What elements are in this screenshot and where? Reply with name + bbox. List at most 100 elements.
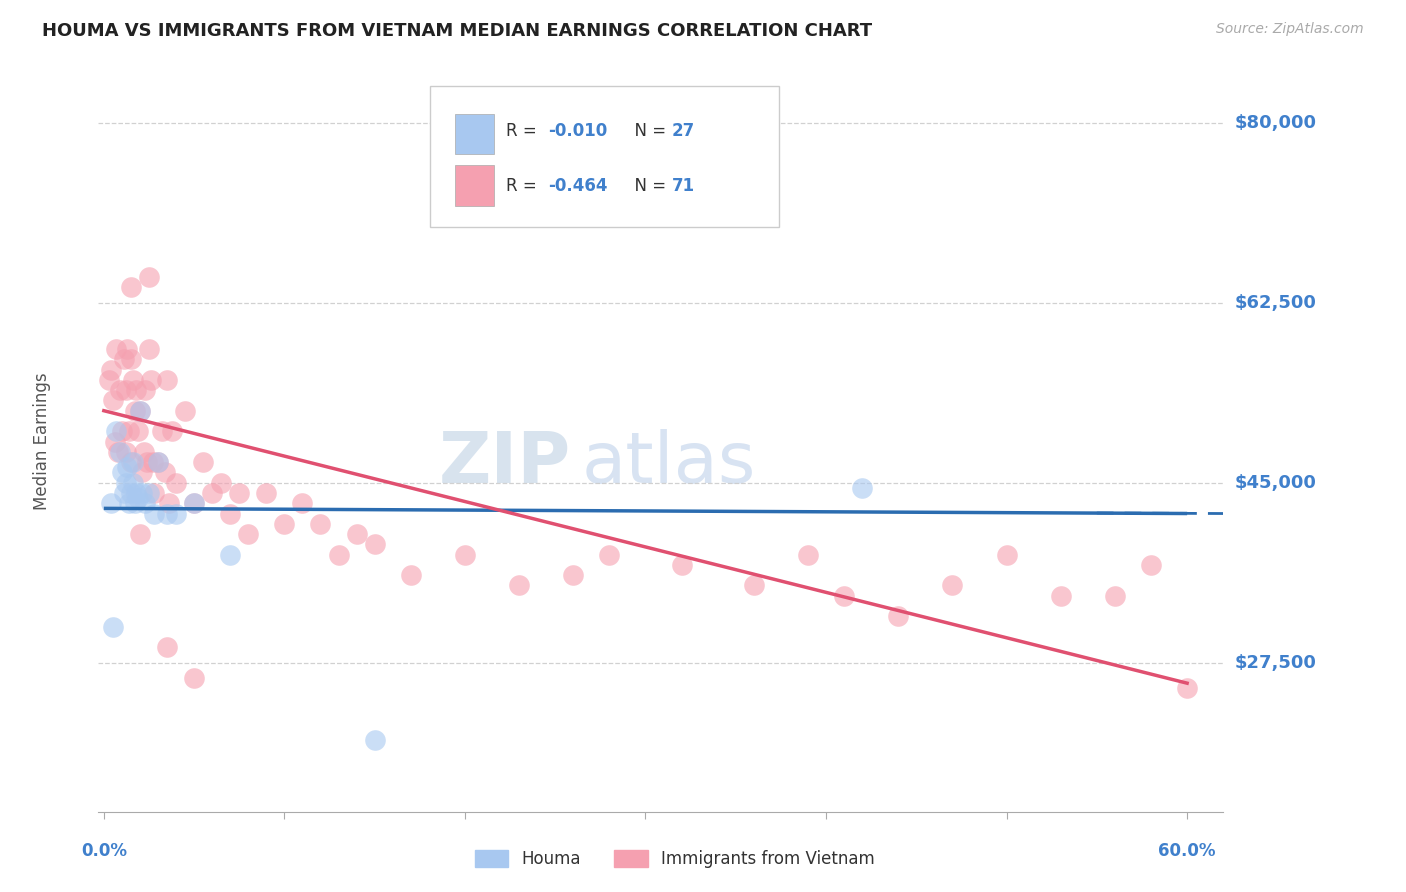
Point <box>146 455 169 469</box>
Point <box>131 486 153 500</box>
Text: $45,000: $45,000 <box>1234 474 1316 491</box>
Point <box>142 455 165 469</box>
Point <box>105 424 128 438</box>
Point <box>150 424 173 438</box>
Point <box>219 507 242 521</box>
Point <box>138 342 160 356</box>
Text: R =: R = <box>506 121 541 139</box>
Text: $27,500: $27,500 <box>1234 654 1316 672</box>
Point <box>100 362 122 376</box>
Point <box>1104 589 1126 603</box>
Text: ZIP: ZIP <box>439 429 571 499</box>
Point <box>114 445 136 459</box>
Point <box>238 527 260 541</box>
Point <box>183 496 205 510</box>
Point <box>117 342 139 356</box>
Point <box>124 496 146 510</box>
Point <box>111 424 134 438</box>
Text: atlas: atlas <box>582 429 756 499</box>
Point <box>105 342 128 356</box>
Point <box>165 475 187 490</box>
Point <box>107 445 129 459</box>
Point <box>165 507 187 521</box>
Point <box>273 516 295 531</box>
Text: R =: R = <box>506 178 541 195</box>
Point <box>183 671 205 685</box>
Point <box>162 424 184 438</box>
Point <box>1049 589 1071 603</box>
Point <box>104 434 127 449</box>
Point <box>174 403 197 417</box>
Point <box>98 373 121 387</box>
Point <box>887 609 910 624</box>
Point <box>118 424 141 438</box>
Point <box>363 732 385 747</box>
Point <box>143 507 166 521</box>
Point <box>101 393 124 408</box>
Point <box>671 558 693 572</box>
Point <box>120 486 142 500</box>
Point <box>363 537 385 551</box>
Point <box>112 486 135 500</box>
Point <box>156 640 179 655</box>
Text: Median Earnings: Median Earnings <box>34 373 51 510</box>
Point <box>129 527 152 541</box>
Point <box>562 568 585 582</box>
Point <box>121 455 143 469</box>
Point <box>183 496 205 510</box>
Point <box>114 383 136 397</box>
Point <box>125 383 148 397</box>
Point <box>121 373 143 387</box>
Point <box>191 455 214 469</box>
Point <box>120 352 142 367</box>
Point <box>120 280 142 294</box>
Point <box>136 455 159 469</box>
Point <box>454 548 477 562</box>
Text: N =: N = <box>624 121 671 139</box>
Point <box>114 475 136 490</box>
Legend: Houma, Immigrants from Vietnam: Houma, Immigrants from Vietnam <box>468 843 882 875</box>
Point <box>124 403 146 417</box>
Point <box>1175 681 1198 696</box>
Point <box>108 383 131 397</box>
Point <box>118 496 141 510</box>
Text: $80,000: $80,000 <box>1234 114 1316 132</box>
Point <box>138 270 160 285</box>
Text: Source: ZipAtlas.com: Source: ZipAtlas.com <box>1216 22 1364 37</box>
Text: N =: N = <box>624 178 671 195</box>
Point <box>120 455 142 469</box>
Point <box>125 486 148 500</box>
Point <box>209 475 232 490</box>
Point <box>101 619 124 633</box>
FancyBboxPatch shape <box>456 113 495 154</box>
Point <box>254 486 277 500</box>
Point <box>146 455 169 469</box>
Point <box>108 445 131 459</box>
Point <box>117 460 139 475</box>
Text: 27: 27 <box>672 121 696 139</box>
Text: $62,500: $62,500 <box>1234 293 1316 311</box>
Point <box>832 589 855 603</box>
Point <box>156 507 179 521</box>
Point <box>797 548 820 562</box>
Point <box>291 496 314 510</box>
Point <box>201 486 224 500</box>
Point <box>1140 558 1163 572</box>
Point <box>129 403 152 417</box>
Point <box>156 373 179 387</box>
Point <box>100 496 122 510</box>
Point <box>346 527 368 541</box>
Point <box>995 548 1018 562</box>
Point <box>598 548 620 562</box>
Point <box>127 424 149 438</box>
Point <box>132 445 155 459</box>
Point <box>157 496 180 510</box>
Point <box>742 578 765 592</box>
Point <box>121 475 143 490</box>
Point <box>399 568 422 582</box>
FancyBboxPatch shape <box>430 87 779 227</box>
Point <box>851 481 873 495</box>
FancyBboxPatch shape <box>456 165 495 206</box>
Text: 0.0%: 0.0% <box>80 842 127 860</box>
Point <box>138 486 160 500</box>
